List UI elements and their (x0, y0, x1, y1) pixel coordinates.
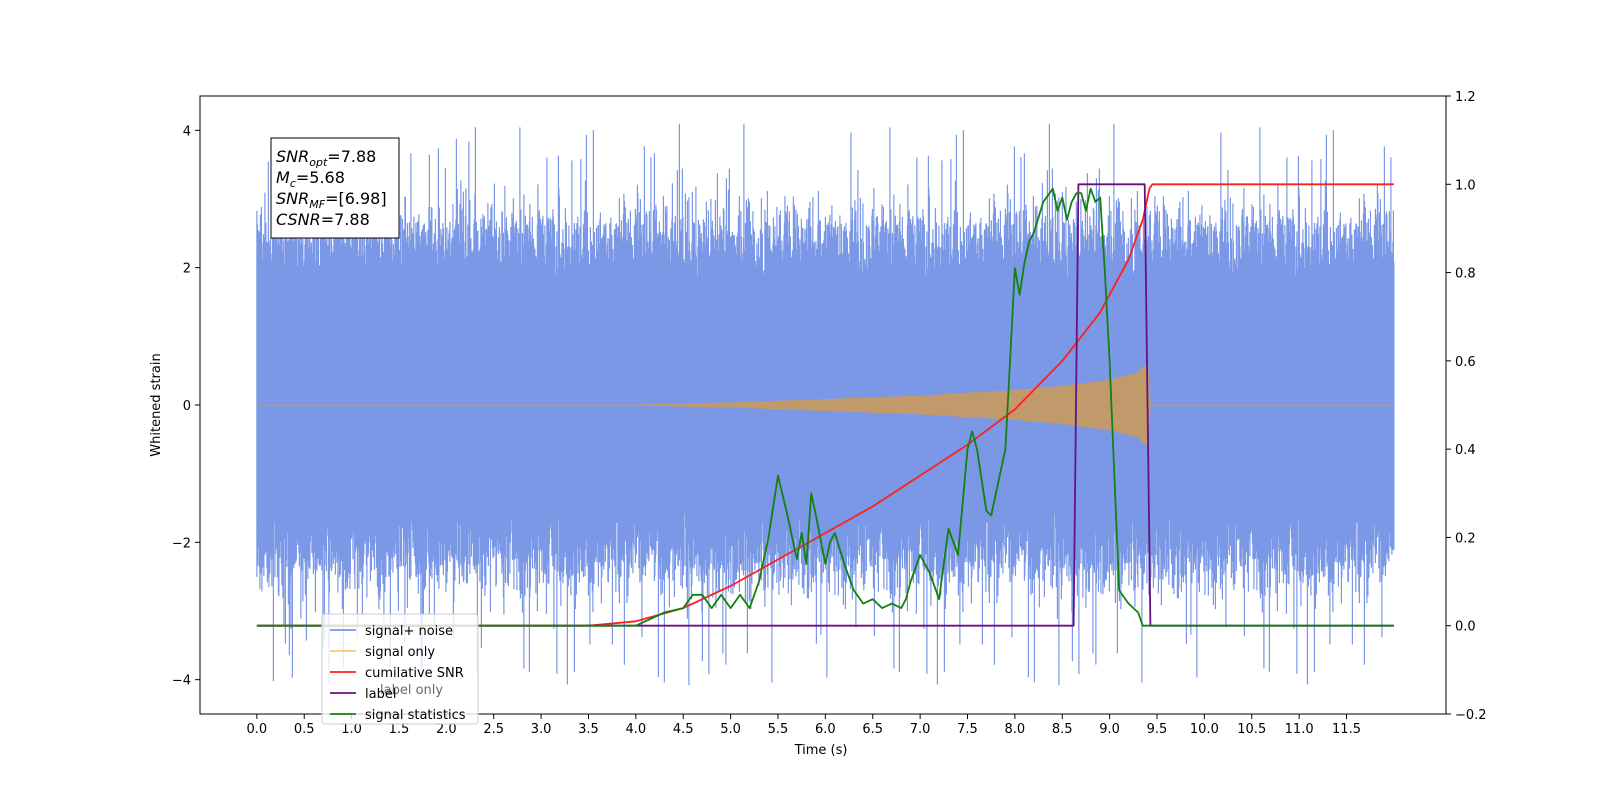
legend: label only signal+ noise signal only cumila… (321, 613, 479, 725)
x-tick-label: 1.0 (341, 722, 362, 737)
legend-label: signal+ noise (365, 624, 453, 639)
x-tick-label: 10.0 (1190, 722, 1219, 737)
x-tick-label: 4.0 (626, 722, 647, 737)
x-tick-label: 4.5 (673, 722, 694, 737)
x-tick-label: 0.0 (247, 722, 268, 737)
x-tick-label: 6.5 (862, 722, 883, 737)
x-tick-label: 10.5 (1237, 722, 1266, 737)
right-y-tick-label: 0.6 (1455, 355, 1476, 370)
legend-label: signal statistics (365, 708, 466, 723)
right-y-tick-label: 0.8 (1455, 267, 1476, 282)
left-y-tick-label: 0 (183, 399, 191, 414)
right-y-tick-label: 0.4 (1455, 443, 1476, 458)
x-tick-label: 5.5 (768, 722, 789, 737)
y-axis-label: Whitened strain (149, 353, 164, 456)
x-axis: 0.0 0.5 1.0 1.5 2.0 2.5 3.0 3.5 4.0 4.5 5.0 5.5 6.0 6… (247, 714, 1361, 737)
legend-label: label (365, 687, 396, 702)
series-signal-only (256, 362, 1394, 448)
legend-frame (321, 613, 479, 725)
left-y-tick-label: −2 (172, 536, 191, 551)
x-tick-label: 6.0 (815, 722, 836, 737)
x-tick-label: 8.5 (1052, 722, 1073, 737)
x-tick-label: 2.5 (483, 722, 504, 737)
annotation-line: CSNR=7.88 (276, 210, 370, 229)
right-y-axis: 1.2 1.0 0.8 0.6 0.4 0.2 0.0 −0.2 (1446, 90, 1487, 723)
right-y-tick-label: −0.2 (1455, 708, 1487, 723)
x-tick-label: 9.0 (1099, 722, 1120, 737)
x-tick-label: 2.0 (436, 722, 457, 737)
left-y-tick-label: 4 (183, 124, 191, 139)
x-tick-label: 0.5 (294, 722, 315, 737)
x-tick-label: 7.0 (910, 722, 931, 737)
plot-area (256, 123, 1395, 685)
annotation-frame (270, 137, 400, 239)
left-y-tick-label: −4 (172, 674, 191, 689)
series-signal-statistics (256, 187, 1394, 627)
legend-hidden-entry: label only (380, 683, 443, 698)
annotation-line: Mc=5.68 (276, 168, 345, 190)
x-tick-label: 9.5 (1147, 722, 1168, 737)
x-tick-label: 3.5 (578, 722, 599, 737)
right-y-tick-label: 0.2 (1455, 531, 1476, 546)
annotation-line: SNRopt=7.88 (276, 147, 376, 169)
right-y-tick-label: 1.2 (1455, 90, 1476, 105)
legend-label: signal only (365, 645, 435, 660)
x-axis-label: Time (s) (794, 743, 848, 758)
left-y-tick-label: 2 (183, 262, 191, 277)
x-tick-label: 5.0 (720, 722, 741, 737)
x-tick-label: 8.0 (1005, 722, 1026, 737)
x-tick-label: 7.5 (957, 722, 978, 737)
right-y-tick-label: 0.0 (1455, 620, 1476, 635)
left-y-axis: 4 2 0 −2 −4 (172, 124, 200, 689)
x-tick-label: 11.5 (1332, 722, 1361, 737)
x-tick-label: 3.0 (531, 722, 552, 737)
right-y-tick-label: 1.0 (1455, 178, 1476, 193)
x-tick-label: 11.0 (1285, 722, 1314, 737)
legend-label: cumilative SNR (365, 666, 464, 681)
x-tick-label: 1.5 (389, 722, 410, 737)
annotation-line: SNRMF=[6.98] (276, 189, 387, 211)
